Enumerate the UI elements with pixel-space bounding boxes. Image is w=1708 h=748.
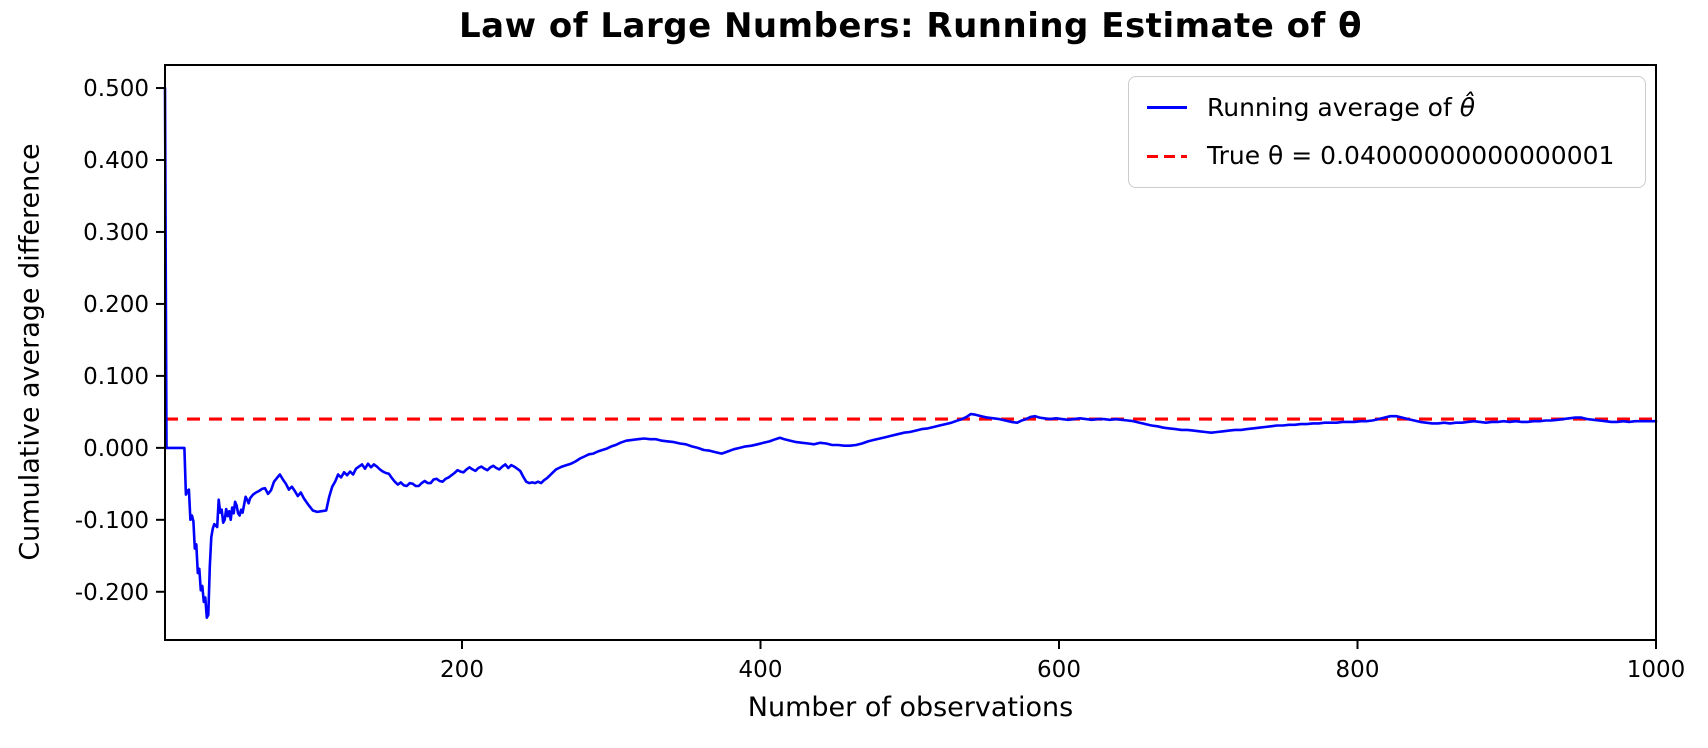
- y-tick-label: -0.100: [75, 508, 149, 534]
- running-average-line: [163, 86, 1658, 620]
- y-tick-label: 0.400: [83, 148, 149, 174]
- x-tick-label: 800: [1336, 657, 1380, 683]
- legend-line-sample-running-average: [1147, 105, 1187, 110]
- chart-title: Law of Large Numbers: Running Estimate o…: [459, 6, 1362, 46]
- x-axis-label: Number of observations: [747, 692, 1074, 723]
- x-tick-label: 400: [739, 657, 783, 683]
- x-tick-label: 1000: [1627, 657, 1686, 683]
- legend-item-true-theta: True θ = 0.04000000000000001: [1147, 134, 1635, 178]
- x-tick-label: 200: [440, 657, 484, 683]
- legend-line-sample-true-theta: [1147, 154, 1187, 159]
- x-tick-label: 600: [1037, 657, 1081, 683]
- y-tick-label: 0.200: [83, 292, 149, 318]
- y-tick-label: 0.300: [83, 220, 149, 246]
- legend: Running average of θ̂ True θ = 0.0400000…: [1128, 76, 1646, 188]
- legend-label-text: Running average of: [1207, 92, 1460, 122]
- y-tick-label: -0.200: [75, 580, 149, 606]
- legend-label-true-theta: True θ = 0.04000000000000001: [1207, 141, 1615, 171]
- theta-hat-symbol: θ̂: [1459, 92, 1476, 122]
- y-tick-label: 0.100: [83, 364, 149, 390]
- y-tick-label: 0.500: [83, 76, 149, 102]
- plot-spines: [164, 64, 1657, 641]
- legend-item-running-average: Running average of θ̂: [1147, 86, 1635, 130]
- y-tick-label: 0.000: [83, 436, 149, 462]
- y-axis-label: Cumulative average difference: [14, 143, 46, 561]
- legend-label-running-average: Running average of θ̂: [1207, 93, 1475, 123]
